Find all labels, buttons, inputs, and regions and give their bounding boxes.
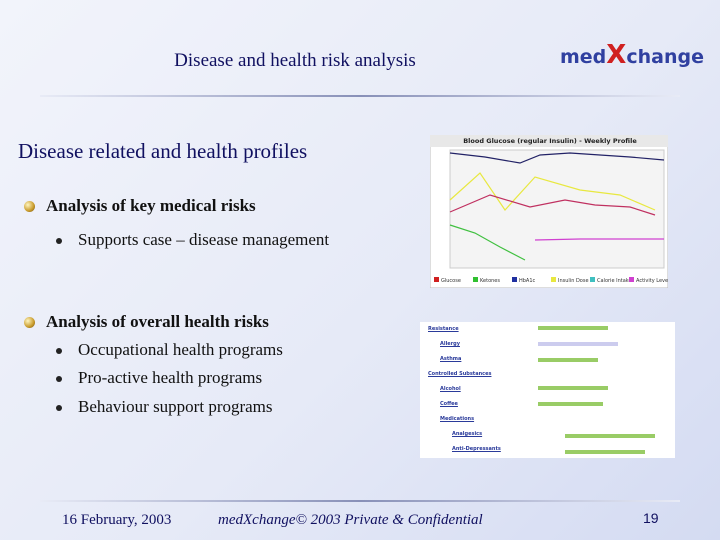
bullet <box>56 238 62 244</box>
logo-part: med <box>560 46 607 68</box>
plot-area <box>449 149 665 269</box>
item: Pro-active health programs <box>78 368 263 387</box>
bar-art <box>538 402 603 406</box>
legend-swatch <box>551 277 556 282</box>
copyright-part: X <box>243 512 253 528</box>
slide-title: Disease and health risk analysis <box>174 50 416 71</box>
tree-item: Analgesics <box>452 431 483 437</box>
legend-swatch <box>473 277 478 282</box>
page-number: 19 <box>643 510 659 526</box>
logo: medXchange <box>560 40 704 70</box>
tree-item: Asthma <box>440 356 462 362</box>
bullet <box>24 317 35 328</box>
legend-label: Activity Level <box>636 278 668 284</box>
logo-part: change <box>626 46 704 68</box>
bullet <box>24 201 35 212</box>
item: Behaviour support programs <box>78 397 273 416</box>
legend-swatch <box>629 277 634 282</box>
logo-part: X <box>606 40 627 70</box>
legend-label: HbA1c <box>519 278 536 284</box>
bar-art <box>565 450 645 454</box>
tree-item: Anti-Depressants <box>452 446 501 452</box>
tree-item: Allergy <box>440 341 460 347</box>
line <box>449 152 665 164</box>
tree-item: Medications <box>440 416 475 422</box>
heading: Disease related and health profiles <box>18 139 308 163</box>
bullet <box>56 376 62 382</box>
line <box>449 172 656 211</box>
section-title: Analysis of overall health risks <box>46 312 269 331</box>
chart-thumbnail: Blood Glucose (regular Insulin) - Weekly… <box>430 135 668 288</box>
bar-art <box>538 386 608 390</box>
legend-label: Calorie Intake <box>597 278 632 284</box>
tree-item: Alcohol <box>440 386 461 392</box>
bar-art <box>565 434 655 438</box>
legend-label: Ketones <box>480 278 500 284</box>
legend-label: Glucose <box>441 278 461 284</box>
footer-date: 16 February, 2003 <box>62 512 172 528</box>
bullet <box>56 348 62 354</box>
legend: Glucose Ketones HbA1c Insulin Dose Calorie I… <box>434 277 668 284</box>
copyright-part: med <box>218 512 243 528</box>
tree-thumbnail: Resistance Allergy Asthma Controlled Substa… <box>420 322 675 458</box>
item: Occupational health programs <box>78 340 283 359</box>
legend-swatch <box>512 277 517 282</box>
section-title: Analysis of key medical risks <box>46 196 256 215</box>
copyright-part: change© 2003 Private & Confidential <box>252 512 483 528</box>
line <box>534 238 664 241</box>
item: Supports case – disease management <box>78 230 330 249</box>
legend-label: Insulin Dose <box>558 278 589 284</box>
bullet <box>56 405 62 411</box>
divider <box>40 500 680 502</box>
thumb-title: Blood Glucose (regular Insulin) - Weekly… <box>463 137 637 145</box>
title-bar <box>430 135 668 147</box>
bar-art <box>538 342 618 346</box>
bar-art <box>538 326 608 330</box>
line <box>449 194 656 216</box>
tree-item: Coffee <box>440 401 458 407</box>
bar-art <box>538 358 598 362</box>
footer-copyright: medXchange© 2003 Private & Confidential <box>218 512 483 529</box>
legend-swatch <box>590 277 595 282</box>
divider <box>40 95 680 97</box>
line <box>449 224 526 261</box>
legend-swatch <box>434 277 439 282</box>
tree-item: Controlled Substances <box>428 371 492 377</box>
tree-item: Resistance <box>428 326 459 332</box>
